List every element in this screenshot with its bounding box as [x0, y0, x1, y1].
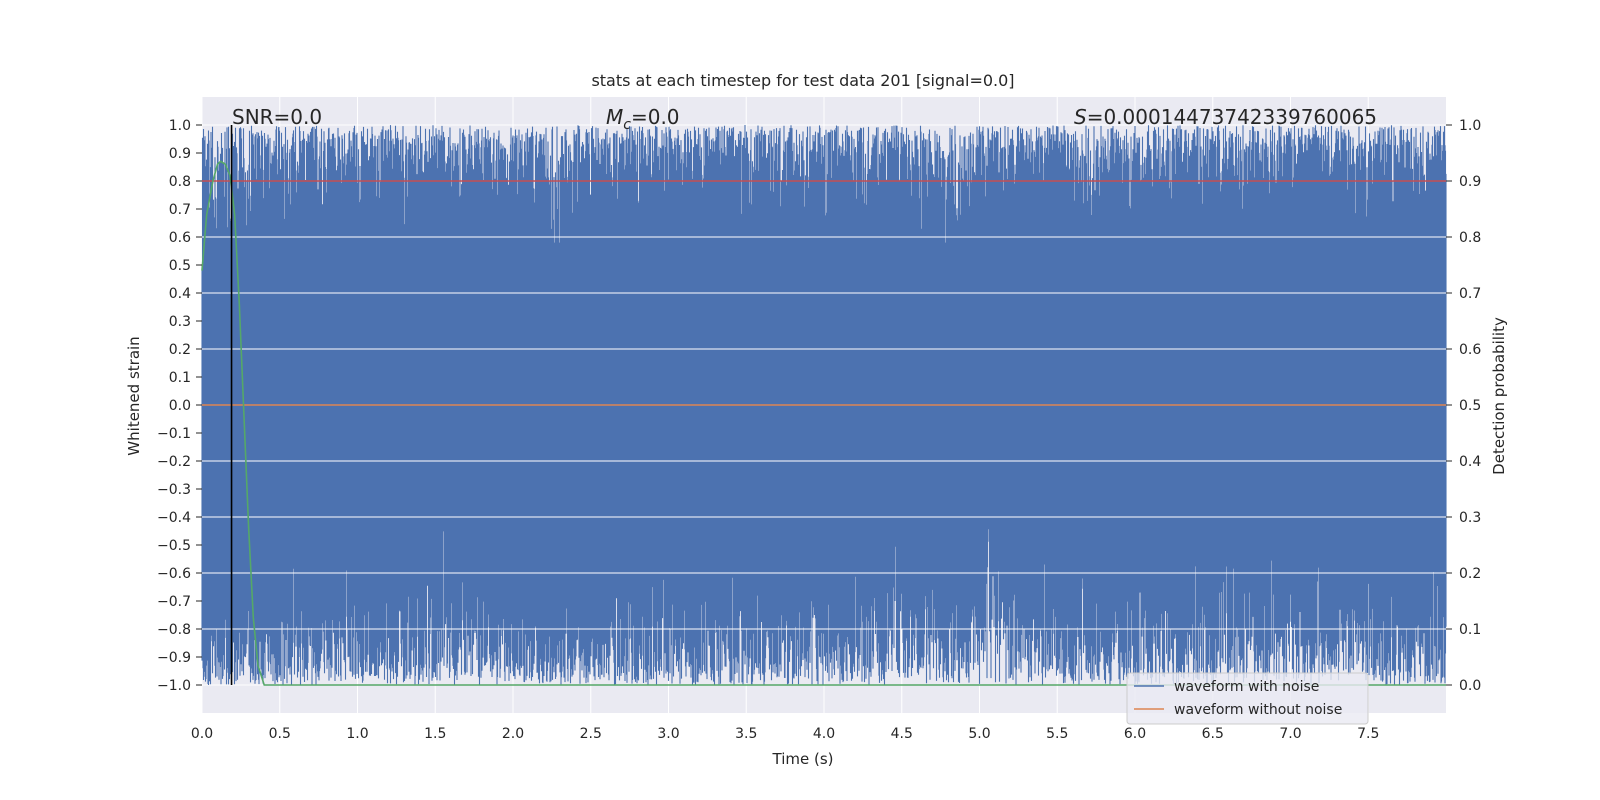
y-tick-label: −0.6	[157, 566, 191, 582]
snr-annotation: SNR=0.0	[232, 105, 322, 129]
y-tick-label: 0.6	[169, 230, 191, 246]
x-tick-label: 2.0	[502, 726, 524, 742]
y-right-tick-label: 1.0	[1459, 118, 1481, 134]
x-tick-label: 1.0	[346, 726, 368, 742]
y-tick-label: 0.5	[169, 258, 191, 274]
y-tick-label: 0.3	[169, 314, 191, 330]
y-tick-label: −0.3	[157, 482, 191, 498]
y-tick-label: 0.0	[169, 398, 191, 414]
x-tick-label: 4.5	[891, 726, 913, 742]
x-tick-label: 4.0	[813, 726, 835, 742]
y-right-tick-label: 0.7	[1459, 286, 1481, 302]
x-tick-label: 3.5	[735, 726, 757, 742]
legend-label-waveform-without-noise: waveform without noise	[1174, 702, 1342, 718]
y-tick-label: −0.2	[157, 454, 191, 470]
y-tick-label: −1.0	[157, 678, 191, 694]
legend-box	[1126, 672, 1369, 725]
chirp-mass-subscript: c	[623, 117, 631, 133]
chart-title: stats at each timestep for test data 201…	[591, 71, 1014, 90]
s-annotation: S=0.00014473742339760065	[1074, 105, 1377, 129]
y-tick-label: −0.9	[157, 650, 191, 666]
y-tick-label: 0.9	[169, 146, 191, 162]
y-right-axis-ticks: 1.0 0.9 0.8 0.7 0.6 0.5 0.4 0.3 0.2 0.1 0.0	[1446, 118, 1481, 694]
y-right-tick-label: 0.0	[1459, 678, 1481, 694]
s-value: =0.00014473742339760065	[1087, 105, 1377, 129]
y-right-tick-label: 0.4	[1459, 454, 1481, 470]
x-tick-label: 1.5	[424, 726, 446, 742]
y-tick-label: 0.4	[169, 286, 191, 302]
y-tick-label: −0.1	[157, 426, 191, 442]
y-right-tick-label: 0.3	[1459, 510, 1481, 526]
chirp-mass-value: =0.0	[631, 105, 680, 129]
y-tick-label: 1.0	[169, 118, 191, 134]
y-tick-label: −0.5	[157, 538, 191, 554]
detection-probability-line	[201, 160, 1446, 686]
x-tick-label: 6.0	[1124, 726, 1146, 742]
y-right-tick-label: 0.1	[1459, 622, 1481, 638]
x-axis-label: Time (s)	[772, 750, 834, 768]
y-right-tick-label: 0.6	[1459, 342, 1481, 358]
series-waveform-with-noise	[201, 125, 1447, 685]
y-right-axis-label: Detection probability	[1490, 317, 1508, 475]
x-tick-label: 7.0	[1279, 726, 1301, 742]
y-tick-label: −0.4	[157, 510, 191, 526]
y-right-tick-label: 0.5	[1459, 398, 1481, 414]
y-tick-label: −0.7	[157, 594, 191, 610]
s-symbol: S	[1074, 105, 1087, 129]
legend-label-waveform-with-noise: waveform with noise	[1174, 679, 1319, 695]
x-tick-label: 3.0	[657, 726, 679, 742]
legend: waveform with noise waveform without noi…	[1126, 672, 1369, 725]
y-right-tick-label: 0.8	[1459, 230, 1481, 246]
chirp-mass-symbol: M	[606, 105, 623, 129]
y-tick-label: 0.8	[169, 174, 191, 190]
y-tick-label: 0.1	[169, 370, 191, 386]
y-right-tick-label: 0.2	[1459, 566, 1481, 582]
noise-core	[202, 242, 1446, 461]
x-axis-ticks: 0.0 0.5 1.0 1.5 2.0 2.5 3.0 3.5 4.0 4.5 5.0 5.5 6.0 6…	[191, 726, 1380, 742]
x-tick-label: 2.5	[580, 726, 602, 742]
y-axis-label: Whitened strain	[125, 336, 143, 455]
x-tick-label: 7.5	[1357, 726, 1379, 742]
x-tick-label: 5.0	[968, 726, 990, 742]
y-tick-label: 0.2	[169, 342, 191, 358]
y-tick-label: −0.8	[157, 622, 191, 638]
y-axis-ticks: 1.0 0.9 0.8 0.7 0.6 0.5 0.4 0.3 0.2 0.1 0.0 −0.1 −0.…	[157, 118, 202, 694]
x-tick-label: 6.5	[1202, 726, 1224, 742]
x-tick-label: 5.5	[1046, 726, 1068, 742]
overlay-series	[201, 125, 1446, 686]
y-right-tick-label: 0.9	[1459, 174, 1481, 190]
x-tick-label: 0.5	[269, 726, 291, 742]
chirp-mass-annotation: Mc=0.0	[606, 105, 680, 133]
y-tick-label: 0.7	[169, 202, 191, 218]
x-tick-label: 0.0	[191, 726, 213, 742]
